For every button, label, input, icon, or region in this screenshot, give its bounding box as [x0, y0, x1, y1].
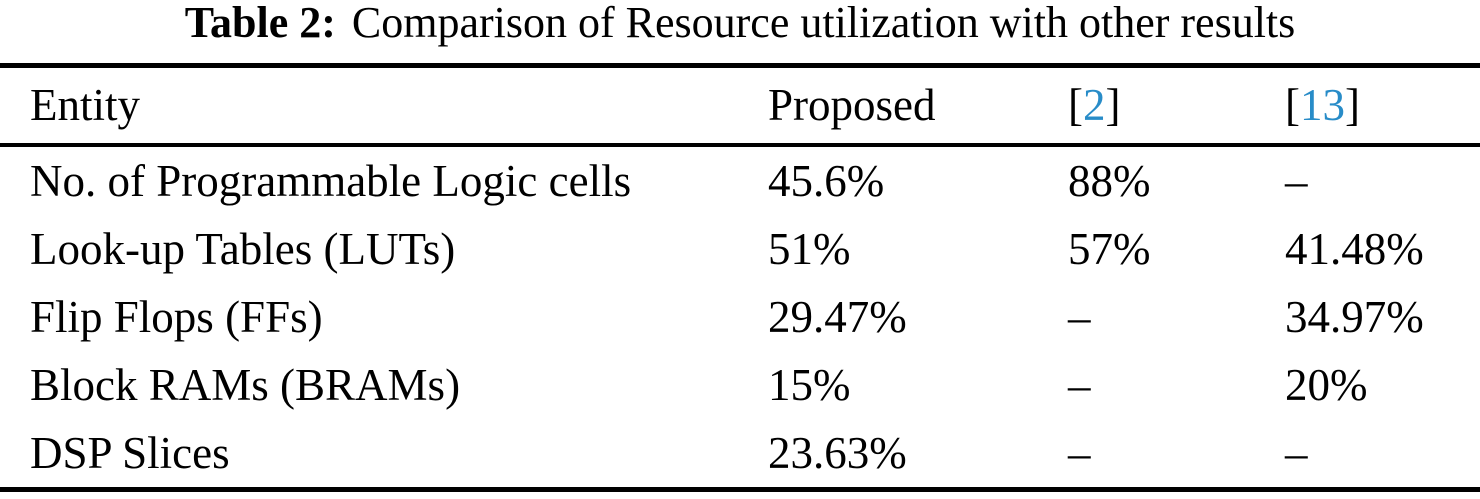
resource-utilization-table: Entity Proposed [2] [13] No. of Programm…: [0, 63, 1480, 492]
table-caption: Table 2: Comparison of Resource utilizati…: [0, 0, 1480, 49]
table-row: Look-up Tables (LUTs) 51% 57% 41.48%: [0, 215, 1480, 283]
column-header-entity: Entity: [30, 80, 140, 130]
citation-open-bracket: [: [1068, 80, 1083, 130]
proposed-value-cell: 29.47%: [768, 291, 907, 342]
entity-cell: Flip Flops (FFs): [30, 291, 323, 342]
entity-cell: DSP Slices: [30, 427, 230, 478]
ref13-value-cell: 41.48%: [1285, 223, 1424, 274]
ref2-value-cell: –: [1068, 359, 1091, 410]
table-row: Flip Flops (FFs) 29.47% – 34.97%: [0, 283, 1480, 351]
citation-link-13[interactable]: 13: [1300, 80, 1345, 130]
table-caption-text: Comparison of Resource utilization with …: [351, 0, 1296, 47]
ref2-value-cell: –: [1068, 427, 1091, 478]
ref13-value-cell: –: [1285, 427, 1308, 478]
entity-cell: Look-up Tables (LUTs): [30, 223, 456, 274]
entity-cell: No. of Programmable Logic cells: [30, 155, 632, 206]
table-row: DSP Slices 23.63% – –: [0, 419, 1480, 487]
proposed-value-cell: 15%: [768, 359, 851, 410]
proposed-value-cell: 45.6%: [768, 155, 885, 206]
proposed-value-cell: 51%: [768, 223, 851, 274]
ref13-value-cell: 34.97%: [1285, 291, 1424, 342]
proposed-value-cell: 23.63%: [768, 427, 907, 478]
column-header-ref13: [13]: [1285, 83, 1480, 128]
table-header-row: Entity Proposed [2] [13]: [0, 68, 1480, 147]
entity-cell: Block RAMs (BRAMs): [30, 359, 461, 410]
ref2-value-cell: –: [1068, 291, 1091, 342]
ref13-value-cell: 20%: [1285, 359, 1368, 410]
table-row: Block RAMs (BRAMs) 15% – 20%: [0, 351, 1480, 419]
ref2-value-cell: 57%: [1068, 223, 1151, 274]
citation-link-2[interactable]: 2: [1083, 80, 1106, 130]
ref13-value-cell: –: [1285, 155, 1308, 206]
column-header-ref2: [2]: [1068, 83, 1285, 128]
column-header-proposed: Proposed: [768, 80, 936, 130]
citation-close-bracket: ]: [1105, 80, 1121, 130]
ref2-value-cell: 88%: [1068, 155, 1151, 206]
table-row: No. of Programmable Logic cells 45.6% 88…: [0, 147, 1480, 215]
citation-open-bracket: [: [1285, 80, 1300, 130]
citation-close-bracket: ]: [1345, 80, 1360, 130]
table-caption-label: Table 2:: [184, 0, 336, 47]
